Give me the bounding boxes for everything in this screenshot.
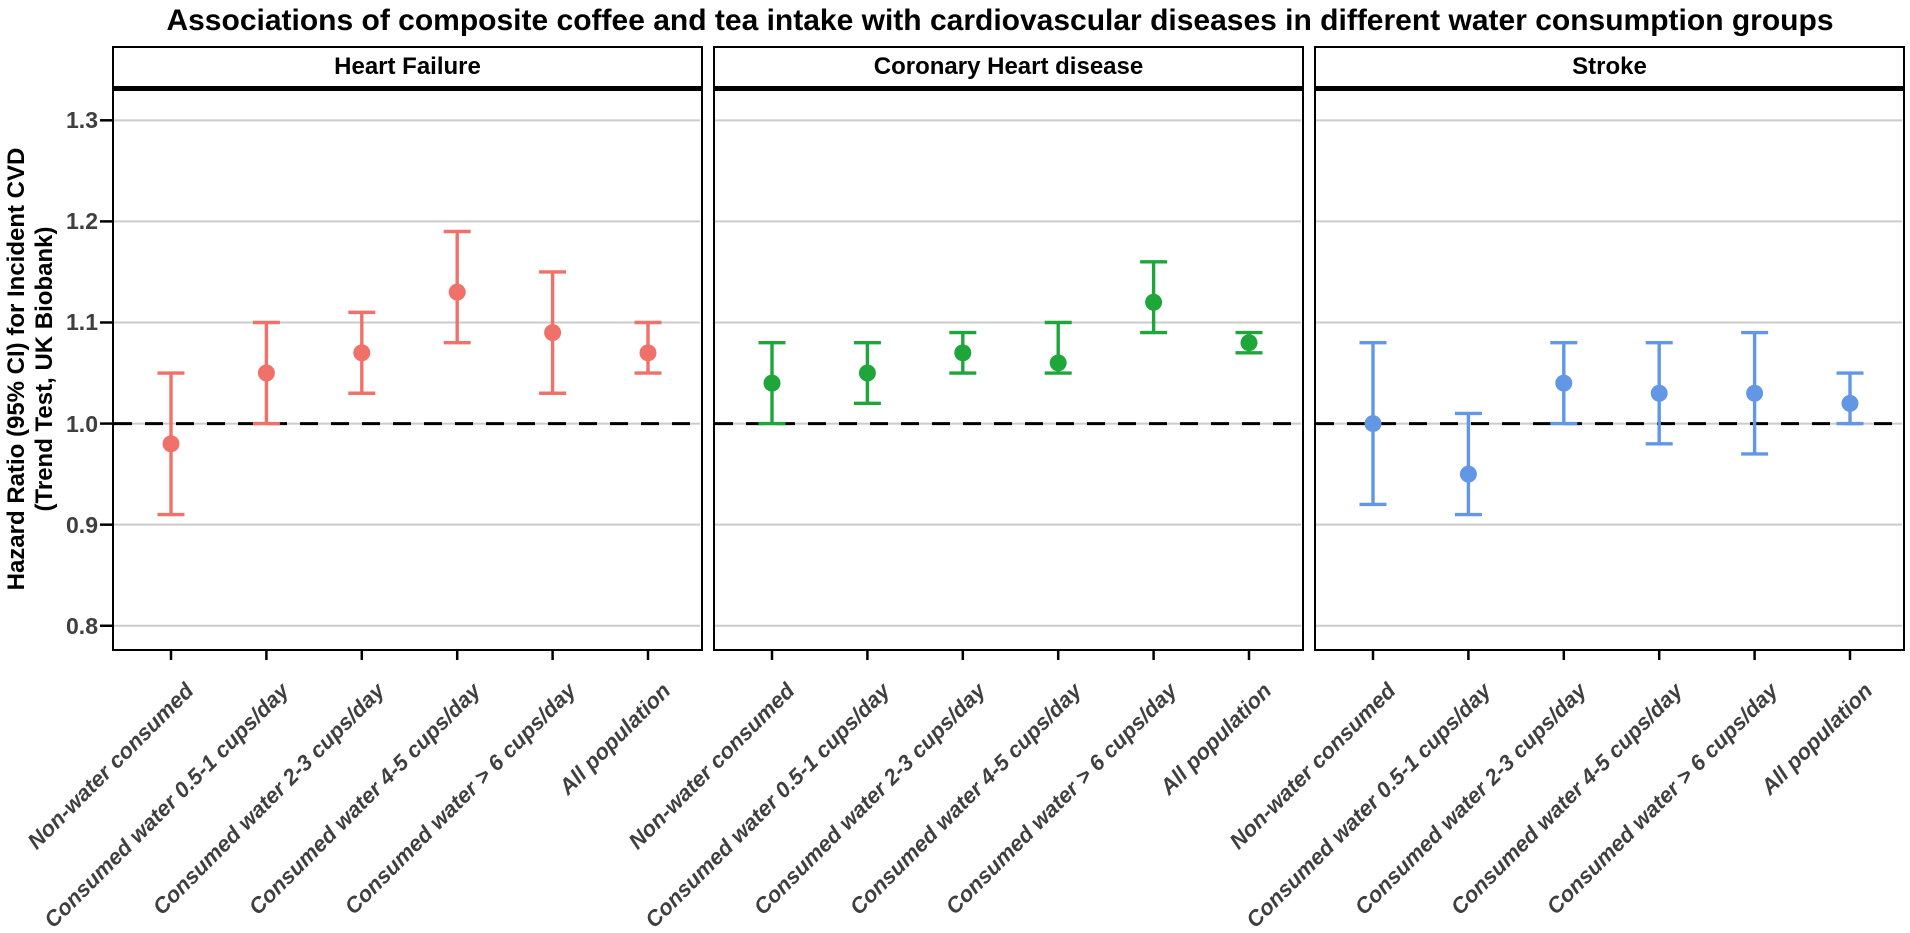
plot-area-coronary-heart-disease xyxy=(713,88,1304,651)
panel-strip-label: Stroke xyxy=(1572,53,1647,80)
errorbar-point xyxy=(1741,330,1769,456)
errorbar-point xyxy=(949,330,977,375)
hazard-ratio-dot xyxy=(1145,293,1163,311)
x-axis-labels: Non-water consumed Consumed water 0.5-1 c… xyxy=(23,656,703,933)
hazard-ratio-dot xyxy=(1841,394,1859,412)
errorbar-point xyxy=(634,320,662,375)
y-tick-label: 0.9 xyxy=(66,511,98,538)
errorbar-point xyxy=(1359,341,1387,507)
x-axis-tick-marks xyxy=(169,651,650,660)
panel-heart-failure: Heart Failure Non-water consumed Consumed… xyxy=(23,46,703,933)
hazard-ratio-dot xyxy=(858,364,876,382)
panel-strip-label: Coronary Heart disease xyxy=(873,53,1144,80)
y-tick-label: 0.8 xyxy=(66,612,98,639)
y-tick-label: 1.2 xyxy=(66,208,98,235)
panel-strip-stroke: Stroke xyxy=(1314,46,1905,88)
errorbar-point xyxy=(443,229,471,345)
y-axis-tick-labels: 1.3 1.2 1.1 1.0 0.9 0.8 xyxy=(0,88,98,651)
hazard-ratio-dot xyxy=(353,344,371,362)
panel-coronary-heart-disease: Coronary Heart disease Non-water consume… xyxy=(624,46,1304,933)
hazard-ratio-dot xyxy=(544,324,562,342)
hazard-ratio-dot xyxy=(1746,384,1764,402)
y-tick-label: 1.3 xyxy=(66,107,98,134)
hazard-ratio-dot xyxy=(639,344,657,362)
hazard-ratio-dot xyxy=(954,344,972,362)
hazard-ratio-dot xyxy=(1364,415,1382,433)
hazard-ratio-dot xyxy=(1555,374,1573,392)
plot-area-heart-failure xyxy=(112,88,703,651)
errorbar-point xyxy=(758,341,786,426)
x-axis-labels: Non-water consumed Consumed water 0.5-1 c… xyxy=(624,656,1304,933)
errorbar-point xyxy=(1454,411,1482,517)
panel-strip-coronary-heart-disease: Coronary Heart disease xyxy=(713,46,1304,88)
panel-stroke: Stroke Non-water consumed Consumed water … xyxy=(1225,46,1905,933)
errorbar-point xyxy=(1836,371,1864,426)
hazard-ratio-dot xyxy=(763,374,781,392)
errorbar-point xyxy=(1140,260,1168,335)
errorbar-chart-coronary-heart-disease xyxy=(715,119,1301,627)
errorbar-chart-stroke xyxy=(1316,119,1902,627)
errorbar-point xyxy=(853,341,881,406)
y-axis-tick-marks xyxy=(100,119,112,627)
hazard-ratio-dot xyxy=(1240,334,1258,352)
errorbar-chart-heart-failure xyxy=(114,119,700,627)
x-axis-tick-marks xyxy=(1371,651,1852,660)
hazard-ratio-dot xyxy=(448,283,466,301)
hazard-ratio-dot xyxy=(1459,465,1477,483)
panel-strip-heart-failure: Heart Failure xyxy=(112,46,703,88)
y-tick-label: 1.0 xyxy=(66,410,98,437)
errorbar-point xyxy=(1645,341,1673,446)
hazard-ratio-dot xyxy=(257,364,275,382)
hazard-ratio-dot xyxy=(1049,354,1067,372)
errorbar-point xyxy=(1235,330,1263,355)
chart-title: Associations of composite coffee and tea… xyxy=(166,4,1834,37)
errorbar-point xyxy=(1550,341,1578,426)
panel-strip-label: Heart Failure xyxy=(334,53,481,80)
errorbar-point xyxy=(539,270,567,395)
errorbar-point xyxy=(1044,320,1072,375)
y-tick-label: 1.1 xyxy=(66,309,98,336)
plot-area-stroke xyxy=(1314,88,1905,651)
errorbar-point xyxy=(157,371,185,517)
x-axis-labels: Non-water consumed Consumed water 0.5-1 c… xyxy=(1225,656,1905,933)
errorbar-point xyxy=(348,310,376,395)
errorbar-point xyxy=(252,320,280,426)
hazard-ratio-dot xyxy=(162,435,180,453)
hazard-ratio-dot xyxy=(1650,384,1668,402)
x-axis-tick-marks xyxy=(770,651,1251,660)
x-category-label: Non-water consumed xyxy=(22,678,199,854)
